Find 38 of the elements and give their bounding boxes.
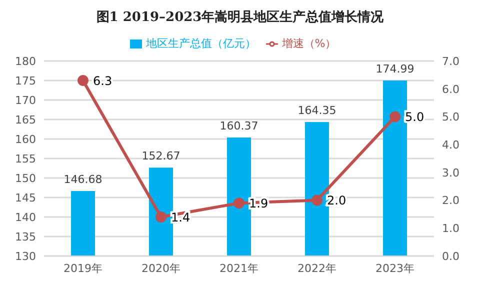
legend-label: 增速（%） (282, 37, 336, 50)
y2-tick-label: 6.0 (442, 82, 460, 96)
y2-tick-label: 3.0 (442, 166, 460, 180)
data-label: 146.68 (64, 172, 102, 186)
x-tick-label: 2022年 (298, 262, 336, 275)
data-label: 152.67 (142, 150, 180, 163)
point (156, 212, 166, 222)
legend-label: 地区生产总值（亿元） (146, 37, 256, 50)
point (390, 111, 400, 122)
y-tick-label: 140 (15, 210, 36, 224)
x-tick-label: 2019年 (64, 262, 102, 275)
x-tick-label: 2021年 (220, 262, 258, 275)
chart-title: 图1 2019–2023年嵩明县地区生产总值增长情况 (95, 8, 385, 27)
y-tick-label: 175 (15, 74, 36, 88)
point (78, 75, 88, 86)
data-label: 164.35 (298, 104, 336, 118)
y-tick-label: 170 (15, 94, 36, 107)
data-label: 174.99 (376, 62, 414, 76)
y2-tick-label: 5.0 (442, 110, 460, 124)
x-tick-label: 2020年 (142, 262, 180, 275)
y2-tick-label: 7.0 (442, 54, 460, 68)
y-tick-label: 145 (15, 191, 36, 204)
y-tick-label: 180 (15, 54, 36, 68)
y-tick-label: 135 (15, 230, 36, 244)
y2-tick-label: 1.0 (442, 222, 460, 236)
y-tick-label: 150 (15, 172, 36, 185)
y-tick-label: 165 (15, 113, 36, 126)
y-tick-label: 160 (15, 132, 36, 146)
data-label: 160.37 (220, 120, 258, 133)
x-tick-label: 2023年 (376, 262, 414, 275)
point (312, 194, 322, 206)
point (234, 198, 244, 209)
y2-tick-label: 4.0 (442, 138, 460, 152)
y-tick-label: 155 (15, 152, 36, 166)
y-tick-label: 130 (15, 250, 36, 263)
y2-tick-label: 2.0 (442, 194, 460, 208)
y2-tick-label: 0.0 (442, 250, 460, 263)
data-label: 6.3 (93, 74, 112, 88)
